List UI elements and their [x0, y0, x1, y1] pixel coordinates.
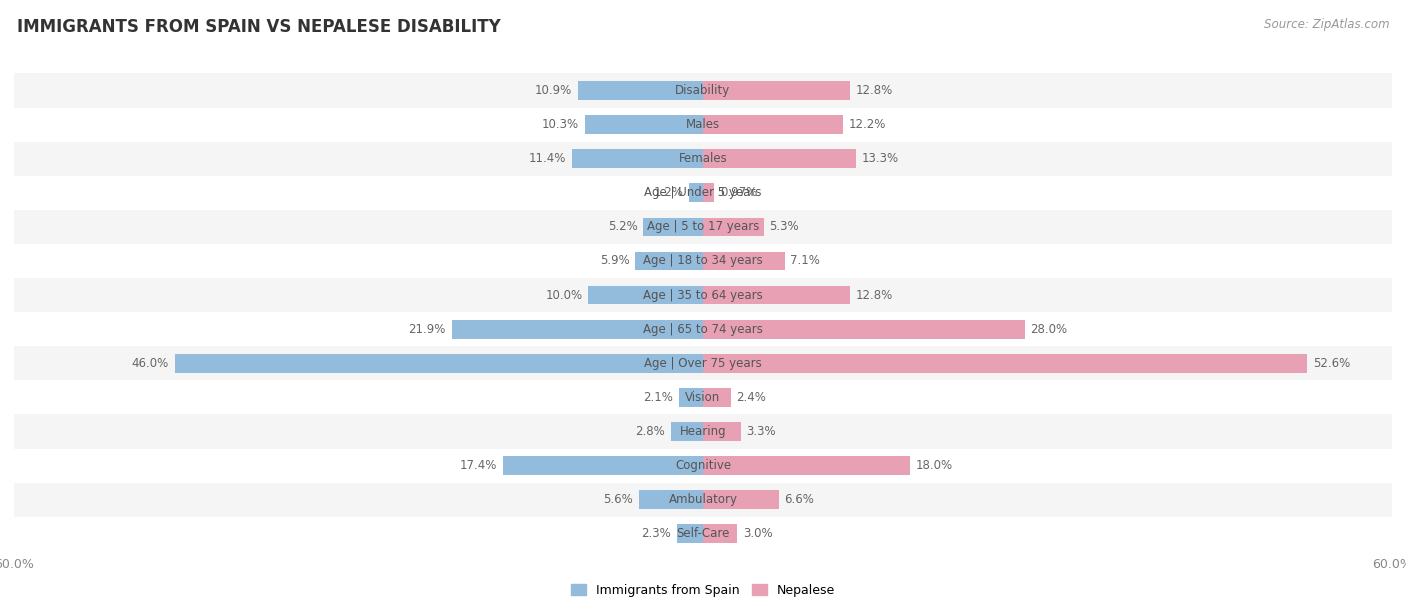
Text: IMMIGRANTS FROM SPAIN VS NEPALESE DISABILITY: IMMIGRANTS FROM SPAIN VS NEPALESE DISABI…: [17, 18, 501, 36]
Bar: [703, 217, 763, 236]
Text: Self-Care: Self-Care: [676, 528, 730, 540]
Text: 3.0%: 3.0%: [744, 528, 773, 540]
Text: Disability: Disability: [675, 84, 731, 97]
Bar: [14, 141, 1392, 176]
Text: Age | 5 to 17 years: Age | 5 to 17 years: [647, 220, 759, 233]
Text: 12.8%: 12.8%: [856, 289, 893, 302]
Text: Age | 18 to 34 years: Age | 18 to 34 years: [643, 255, 763, 267]
Text: Age | Under 5 years: Age | Under 5 years: [644, 186, 762, 200]
Text: 13.3%: 13.3%: [862, 152, 898, 165]
Text: 5.3%: 5.3%: [769, 220, 799, 233]
Text: 11.4%: 11.4%: [529, 152, 567, 165]
Bar: [14, 517, 1392, 551]
Bar: [703, 354, 1308, 373]
Text: 21.9%: 21.9%: [408, 323, 446, 335]
Text: 12.2%: 12.2%: [849, 118, 886, 131]
Bar: [14, 210, 1392, 244]
Bar: [14, 244, 1392, 278]
Text: 52.6%: 52.6%: [1313, 357, 1350, 370]
Bar: [14, 380, 1392, 414]
Text: 5.2%: 5.2%: [607, 220, 637, 233]
Bar: [638, 490, 703, 509]
Bar: [703, 184, 714, 202]
Bar: [703, 422, 741, 441]
Bar: [636, 252, 703, 271]
Text: 28.0%: 28.0%: [1031, 323, 1067, 335]
Bar: [703, 320, 1025, 338]
Text: 6.6%: 6.6%: [785, 493, 814, 506]
Bar: [703, 115, 844, 134]
Bar: [14, 73, 1392, 108]
Text: 5.6%: 5.6%: [603, 493, 633, 506]
Bar: [644, 217, 703, 236]
Text: Vision: Vision: [685, 391, 721, 404]
Legend: Immigrants from Spain, Nepalese: Immigrants from Spain, Nepalese: [565, 579, 841, 602]
Bar: [679, 388, 703, 407]
Bar: [14, 108, 1392, 141]
Bar: [14, 449, 1392, 483]
Bar: [703, 149, 856, 168]
Text: Age | 35 to 64 years: Age | 35 to 64 years: [643, 289, 763, 302]
Bar: [703, 252, 785, 271]
Bar: [703, 286, 851, 304]
Bar: [671, 422, 703, 441]
Bar: [14, 176, 1392, 210]
Text: 1.2%: 1.2%: [654, 186, 683, 200]
Bar: [572, 149, 703, 168]
Bar: [14, 483, 1392, 517]
Text: 2.8%: 2.8%: [636, 425, 665, 438]
Text: Ambulatory: Ambulatory: [668, 493, 738, 506]
Text: Age | 65 to 74 years: Age | 65 to 74 years: [643, 323, 763, 335]
Bar: [703, 524, 738, 543]
Bar: [14, 278, 1392, 312]
Text: 46.0%: 46.0%: [132, 357, 169, 370]
Text: 17.4%: 17.4%: [460, 459, 498, 472]
Bar: [676, 524, 703, 543]
Bar: [451, 320, 703, 338]
Text: Females: Females: [679, 152, 727, 165]
Text: 2.4%: 2.4%: [737, 391, 766, 404]
Bar: [578, 81, 703, 100]
Text: 5.9%: 5.9%: [600, 255, 630, 267]
Bar: [14, 312, 1392, 346]
Text: Source: ZipAtlas.com: Source: ZipAtlas.com: [1264, 18, 1389, 31]
Text: 18.0%: 18.0%: [915, 459, 952, 472]
Bar: [585, 115, 703, 134]
Bar: [703, 81, 851, 100]
Text: 3.3%: 3.3%: [747, 425, 776, 438]
Text: Cognitive: Cognitive: [675, 459, 731, 472]
Bar: [14, 414, 1392, 449]
Text: 0.97%: 0.97%: [720, 186, 756, 200]
Text: 7.1%: 7.1%: [790, 255, 820, 267]
Bar: [588, 286, 703, 304]
Bar: [503, 456, 703, 475]
Bar: [689, 184, 703, 202]
Bar: [703, 388, 731, 407]
Text: 2.3%: 2.3%: [641, 528, 671, 540]
Bar: [14, 346, 1392, 380]
Text: 12.8%: 12.8%: [856, 84, 893, 97]
Bar: [703, 456, 910, 475]
Text: 2.1%: 2.1%: [644, 391, 673, 404]
Text: 10.0%: 10.0%: [546, 289, 582, 302]
Text: 10.3%: 10.3%: [541, 118, 579, 131]
Text: Age | Over 75 years: Age | Over 75 years: [644, 357, 762, 370]
Text: 10.9%: 10.9%: [534, 84, 572, 97]
Text: Males: Males: [686, 118, 720, 131]
Text: Hearing: Hearing: [679, 425, 727, 438]
Bar: [174, 354, 703, 373]
Bar: [703, 490, 779, 509]
